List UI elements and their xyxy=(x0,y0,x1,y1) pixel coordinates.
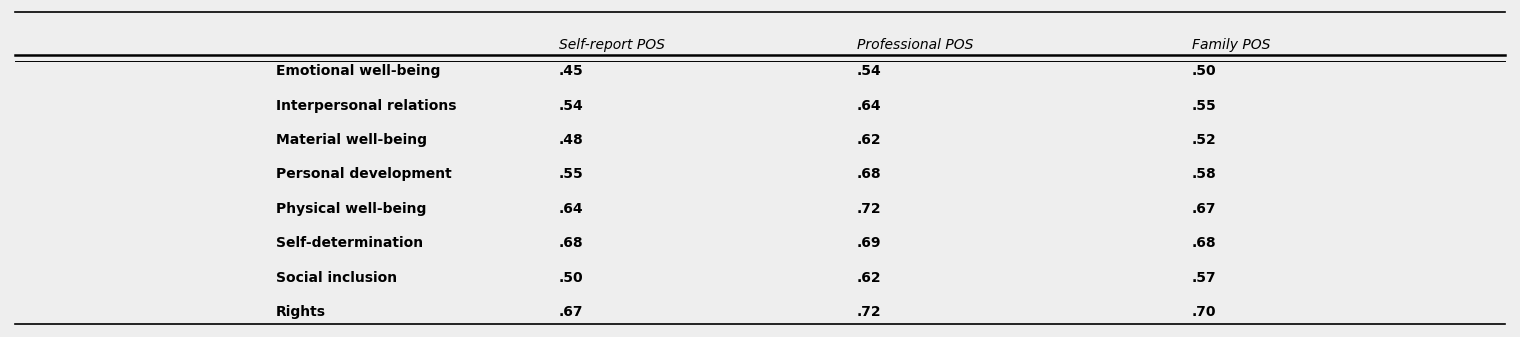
Text: Emotional well-being: Emotional well-being xyxy=(275,64,441,78)
Text: .45: .45 xyxy=(559,64,584,78)
Text: Self-report POS: Self-report POS xyxy=(559,38,664,52)
Text: .50: .50 xyxy=(1192,64,1216,78)
Text: .64: .64 xyxy=(559,202,584,216)
Text: .64: .64 xyxy=(857,98,882,113)
Text: .67: .67 xyxy=(1192,202,1216,216)
Text: Professional POS: Professional POS xyxy=(857,38,973,52)
Text: .54: .54 xyxy=(559,98,584,113)
Text: Rights: Rights xyxy=(275,305,325,319)
Text: .67: .67 xyxy=(559,305,584,319)
Text: .72: .72 xyxy=(857,202,882,216)
Text: .48: .48 xyxy=(559,133,584,147)
Text: Interpersonal relations: Interpersonal relations xyxy=(275,98,456,113)
Text: .68: .68 xyxy=(857,167,882,181)
Text: Material well-being: Material well-being xyxy=(275,133,427,147)
Text: .52: .52 xyxy=(1192,133,1216,147)
Text: Social inclusion: Social inclusion xyxy=(275,271,397,285)
Text: .54: .54 xyxy=(857,64,882,78)
Text: .55: .55 xyxy=(1192,98,1216,113)
Text: .57: .57 xyxy=(1192,271,1216,285)
Text: .68: .68 xyxy=(1192,236,1216,250)
Text: .70: .70 xyxy=(1192,305,1216,319)
Text: .55: .55 xyxy=(559,167,584,181)
Text: .62: .62 xyxy=(857,133,882,147)
Text: .68: .68 xyxy=(559,236,584,250)
Text: .50: .50 xyxy=(559,271,584,285)
Text: Family POS: Family POS xyxy=(1192,38,1271,52)
Text: .72: .72 xyxy=(857,305,882,319)
Text: .58: .58 xyxy=(1192,167,1216,181)
Text: .62: .62 xyxy=(857,271,882,285)
Text: Self-determination: Self-determination xyxy=(275,236,423,250)
Text: .69: .69 xyxy=(857,236,882,250)
Text: Physical well-being: Physical well-being xyxy=(275,202,426,216)
Text: Personal development: Personal development xyxy=(275,167,451,181)
